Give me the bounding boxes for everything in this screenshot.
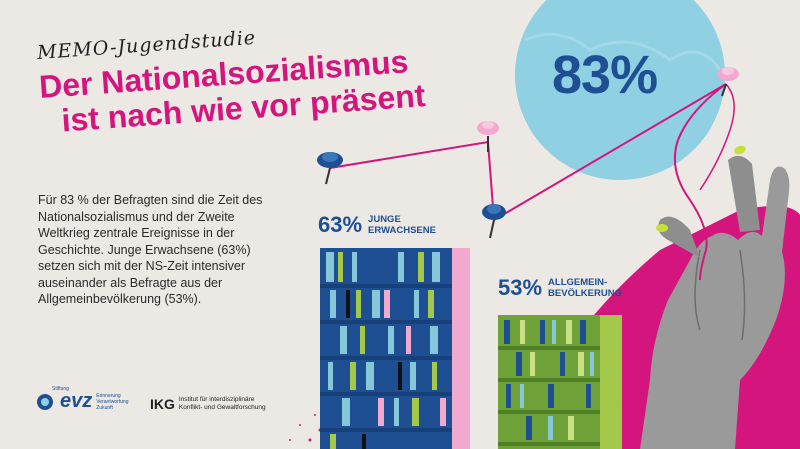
thread-icon [329, 83, 735, 281]
pushpin-icon [477, 121, 499, 152]
body-paragraph: Für 83 % der Befragten sind die Zeit des… [38, 193, 263, 306]
evz-tagline: Erinnerung Verantwortung Zukunft [96, 392, 129, 411]
highlight-circle [515, 0, 725, 180]
stat-general-label: ALLGEMEIN- BEVÖLKERUNG [548, 277, 622, 299]
evz-name: evz [60, 390, 93, 412]
stat-young-label: JUNGE ERWACHSENE [368, 214, 436, 236]
stat-young-value: 63% [318, 212, 363, 237]
pushpin-icon [317, 152, 343, 185]
stat-general-value: 53% [498, 275, 543, 300]
evz-mark-icon [37, 393, 53, 410]
ikg-tagline: Institut für interdisziplinäre Konflikt-… [178, 396, 266, 411]
ikg-name: IKG [150, 396, 175, 412]
pushpin-icon [482, 204, 506, 239]
pushpin-icon [717, 67, 739, 97]
hand-icon [640, 145, 790, 449]
ikg-logo: IKG Institut für interdisziplinäre Konfl… [150, 396, 266, 412]
evz-logo: Stiftung evz Erinnerung Verantwortung Zu… [36, 386, 129, 413]
evz-prefix: Stiftung [52, 386, 69, 392]
stat-general-population: 53% ALLGEMEIN- BEVÖLKERUNG [498, 275, 622, 301]
overall-percentage: 83% [552, 45, 658, 105]
bookshelf-icon [498, 315, 622, 449]
stat-young-adults: 63% JUNGE ERWACHSENE [318, 212, 436, 238]
bookshelf-icon [320, 248, 470, 449]
